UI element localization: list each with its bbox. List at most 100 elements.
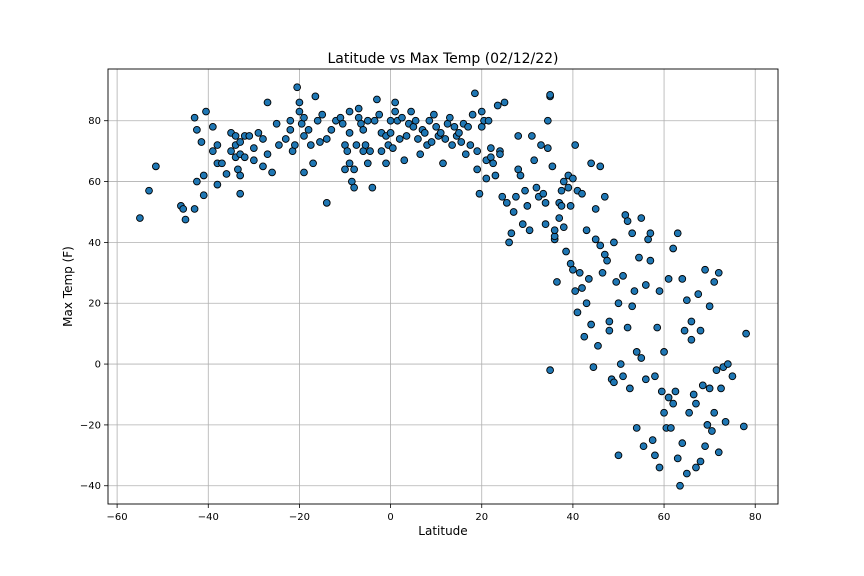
data-point: [669, 244, 678, 253]
data-point: [227, 147, 235, 155]
data-point: [466, 141, 475, 149]
data-point: [521, 186, 529, 195]
data-point: [571, 141, 580, 149]
data-point: [598, 268, 607, 277]
data-point: [457, 138, 466, 146]
data-point: [254, 129, 263, 137]
data-point: [382, 159, 390, 168]
data-point: [703, 421, 712, 429]
data-point: [714, 448, 723, 457]
data-point: [619, 272, 627, 280]
data-point: [673, 454, 682, 463]
data-point: [587, 320, 595, 329]
data-point: [286, 125, 295, 134]
data-point: [363, 116, 372, 125]
data-point: [427, 138, 436, 146]
data-point: [350, 165, 358, 174]
data-point: [190, 205, 199, 213]
data-point: [687, 335, 696, 344]
data-point: [286, 116, 295, 125]
data-point: [705, 384, 714, 393]
data-point: [537, 141, 545, 149]
data-point: [361, 141, 370, 149]
data-point: [475, 189, 484, 198]
data-point: [322, 135, 331, 143]
data-point: [582, 299, 591, 308]
data-point: [651, 451, 659, 460]
data-point: [548, 162, 557, 171]
data-point: [502, 198, 511, 207]
data-point: [236, 138, 245, 146]
data-point: [386, 129, 395, 137]
data-point: [694, 290, 703, 298]
data-point: [263, 98, 272, 107]
data-point: [461, 150, 470, 159]
data-point: [213, 180, 222, 189]
data-point: [295, 107, 304, 116]
data-point: [646, 256, 655, 265]
data-point: [655, 463, 664, 472]
data-point: [281, 135, 290, 143]
data-point: [596, 162, 605, 171]
data-point: [610, 378, 618, 387]
data-point: [370, 116, 379, 125]
data-point: [489, 159, 497, 168]
data-point: [181, 215, 190, 224]
data-point: [553, 278, 561, 286]
data-point: [708, 427, 716, 435]
x-tick-label: 0: [387, 512, 393, 523]
data-point: [701, 442, 709, 451]
data-point: [395, 135, 404, 143]
grid-lines: [108, 69, 778, 504]
data-point: [208, 122, 217, 131]
data-point: [484, 116, 493, 125]
data-point: [250, 144, 258, 152]
data-point: [473, 147, 482, 155]
y-axis-ticks: −40 −20 0 20 40 60 80: [80, 116, 108, 492]
data-point: [626, 384, 634, 393]
data-point: [562, 247, 570, 256]
data-point: [498, 192, 507, 201]
data-point: [193, 177, 201, 186]
data-point: [309, 159, 317, 168]
data-point: [236, 189, 245, 198]
data-point: [354, 104, 363, 113]
data-point: [222, 170, 231, 178]
data-point: [420, 129, 429, 137]
data-point: [637, 354, 646, 362]
x-tick-label: −60: [107, 512, 128, 523]
data-point: [655, 287, 664, 295]
data-point: [635, 253, 643, 262]
data-point: [345, 129, 354, 137]
data-point: [236, 171, 245, 180]
data-point: [557, 202, 566, 210]
data-point: [473, 165, 482, 174]
data-point: [710, 278, 719, 286]
data-point: [591, 205, 600, 213]
y-tick-label: 80: [88, 116, 101, 127]
data-point: [528, 132, 536, 140]
data-point: [667, 424, 675, 432]
data-point: [591, 235, 600, 244]
data-point: [573, 308, 582, 317]
data-point: [669, 399, 678, 408]
data-point: [696, 457, 705, 466]
plot-frame: [107, 68, 779, 505]
x-tick-label: 80: [749, 512, 762, 523]
data-point: [664, 393, 673, 402]
data-point: [389, 144, 397, 152]
data-point: [193, 125, 201, 134]
data-point: [512, 192, 520, 201]
data-point: [213, 141, 222, 149]
data-point: [316, 138, 324, 146]
data-point: [366, 147, 374, 155]
data-point: [637, 214, 646, 222]
data-point: [689, 390, 698, 399]
data-point: [343, 147, 352, 155]
data-point: [375, 110, 384, 119]
data-point: [507, 229, 516, 238]
data-point: [639, 442, 648, 451]
data-point: [605, 326, 614, 335]
